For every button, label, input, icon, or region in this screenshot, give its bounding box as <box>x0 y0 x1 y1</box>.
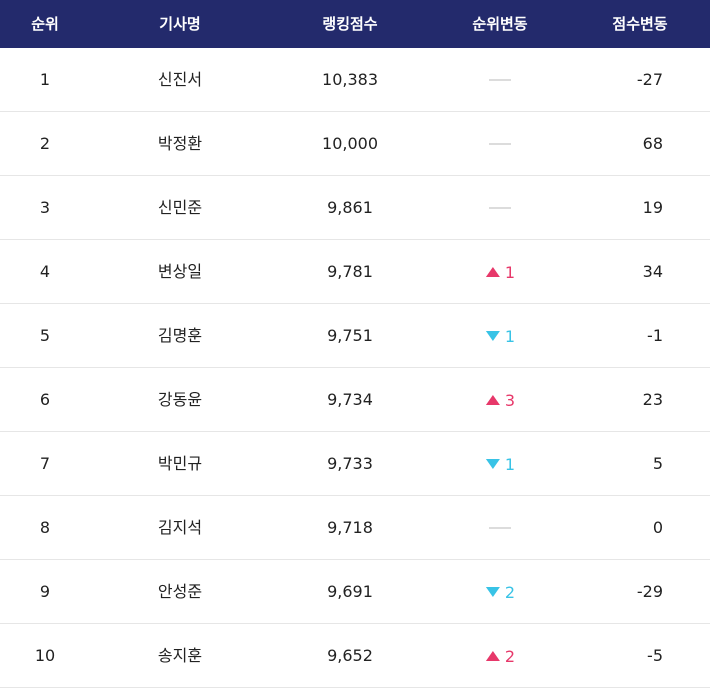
up-triangle <box>485 267 500 277</box>
table-row: 9 안성준 9,691 2 -29 <box>0 560 710 624</box>
up-triangle <box>485 651 500 661</box>
score-change: -1 <box>647 326 663 345</box>
ranking-score: 10,383 <box>322 70 378 89</box>
ranking-score: 9,751 <box>327 326 373 345</box>
rank-change-value: 2 <box>504 582 516 602</box>
rank: 1 <box>39 70 51 89</box>
score-change: -27 <box>636 70 663 89</box>
rank-change-value: 1 <box>504 454 516 474</box>
player-name: 안성준 <box>157 582 203 601</box>
rank-change: 2 <box>485 560 515 624</box>
triangle <box>485 587 500 597</box>
score-change: 0 <box>652 518 663 537</box>
down-triangle <box>485 331 500 341</box>
score-change: 19 <box>642 198 663 217</box>
rank: 5 <box>39 326 51 345</box>
table-header: 순위 기사명 랭킹점수 순위변동 점수변동 <box>0 0 710 48</box>
up-triangle <box>485 395 500 405</box>
rank: 9 <box>39 582 51 601</box>
rank: 4 <box>39 262 51 281</box>
rank: 2 <box>39 134 51 153</box>
no-change-dash <box>489 207 511 209</box>
triangle <box>485 267 500 277</box>
player-name: 변상일 <box>157 262 203 281</box>
table-row: 7 박민규 9,733 1 5 <box>0 432 710 496</box>
rank: 6 <box>39 390 51 409</box>
ranking-score: 9,718 <box>327 518 373 537</box>
table-row: 10 송지훈 9,652 2 -5 <box>0 624 710 688</box>
rank-change-value: 1 <box>504 262 516 282</box>
rank: 10 <box>34 646 56 665</box>
down-triangle <box>485 587 500 597</box>
rank-change: 3 <box>485 368 515 432</box>
player-name: 송지훈 <box>157 646 203 665</box>
rank-change: 1 <box>485 240 515 304</box>
rank-change-value: 3 <box>504 390 516 410</box>
table-row: 3 신민준 9,861 19 <box>0 176 710 240</box>
score-change: 68 <box>642 134 663 153</box>
ranking-score: 9,691 <box>327 582 373 601</box>
table-row: 8 김지석 9,718 0 <box>0 496 710 560</box>
no-change-dash <box>489 143 511 145</box>
ranking-score: 9,652 <box>327 646 373 665</box>
rank-change: 1 <box>485 304 515 368</box>
header-cell: 랭킹점수 <box>322 15 378 33</box>
player-name: 강동윤 <box>157 390 203 409</box>
header-cell: 기사명 <box>159 15 201 33</box>
rank: 8 <box>39 518 51 537</box>
rank: 7 <box>39 454 51 473</box>
player-name: 신진서 <box>157 70 203 89</box>
rank-change-value: 1 <box>504 326 516 346</box>
table-row: 6 강동윤 9,734 3 23 <box>0 368 710 432</box>
ranking-score: 9,733 <box>327 454 373 473</box>
score-change: 5 <box>652 454 663 473</box>
table-row: 4 변상일 9,781 1 34 <box>0 240 710 304</box>
table-row: 1 신진서 10,383 -27 <box>0 48 710 112</box>
rank-change: 2 <box>485 624 515 688</box>
score-change: -29 <box>636 582 663 601</box>
ranking-score: 10,000 <box>322 134 378 153</box>
rank-change-value: 2 <box>504 646 516 666</box>
ranking-score: 9,781 <box>327 262 373 281</box>
score-change: 23 <box>642 390 663 409</box>
player-name: 김명훈 <box>157 326 203 345</box>
triangle <box>485 331 500 341</box>
player-name: 신민준 <box>157 198 203 217</box>
player-name: 박정환 <box>157 134 203 153</box>
triangle <box>485 651 500 661</box>
down-triangle <box>485 459 500 469</box>
ranking-score: 9,861 <box>327 198 373 217</box>
header-cell: 점수변동 <box>612 15 668 33</box>
score-change: 34 <box>642 262 663 281</box>
table-row: 2 박정환 10,000 68 <box>0 112 710 176</box>
table-row: 5 김명훈 9,751 1 -1 <box>0 304 710 368</box>
no-change-dash <box>489 79 511 81</box>
header-cell: 순위 <box>31 15 59 33</box>
score-change: -5 <box>647 646 663 665</box>
rank: 3 <box>39 198 51 217</box>
triangle <box>485 395 500 405</box>
triangle <box>485 459 500 469</box>
header-cell: 순위변동 <box>472 15 528 33</box>
player-name: 김지석 <box>157 518 203 537</box>
no-change-dash <box>489 527 511 529</box>
player-name: 박민규 <box>157 454 203 473</box>
ranking-score: 9,734 <box>327 390 373 409</box>
rank-change: 1 <box>485 432 515 496</box>
